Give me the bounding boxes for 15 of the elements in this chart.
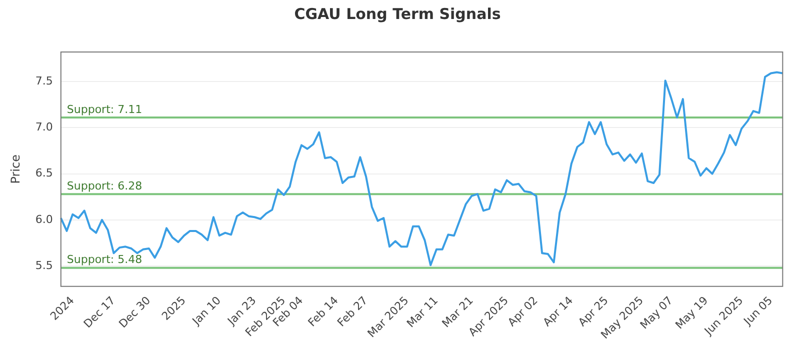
- x-tick-label: Jan 10: [189, 294, 224, 328]
- y-tick-label: 7.0: [35, 120, 53, 134]
- chart-title: CGAU Long Term Signals: [294, 4, 501, 23]
- x-tick-label: Dec 30: [116, 294, 154, 331]
- y-axis-title: Price: [8, 154, 22, 184]
- y-tick-label: 6.0: [35, 212, 53, 226]
- y-tick-label: 5.5: [35, 258, 53, 272]
- y-tick-label: 6.5: [35, 166, 53, 180]
- x-tick-label: Dec 17: [81, 294, 118, 331]
- ref-line-label: Support: 5.48: [66, 253, 142, 266]
- x-tick-label: Apr 14: [540, 294, 576, 329]
- ref-line-label: Support: 7.11: [66, 102, 142, 116]
- y-tick-label: 7.5: [35, 74, 53, 88]
- ref-line-label: Support: 6.28: [66, 179, 142, 192]
- x-tick-label: Jun 05: [740, 294, 776, 328]
